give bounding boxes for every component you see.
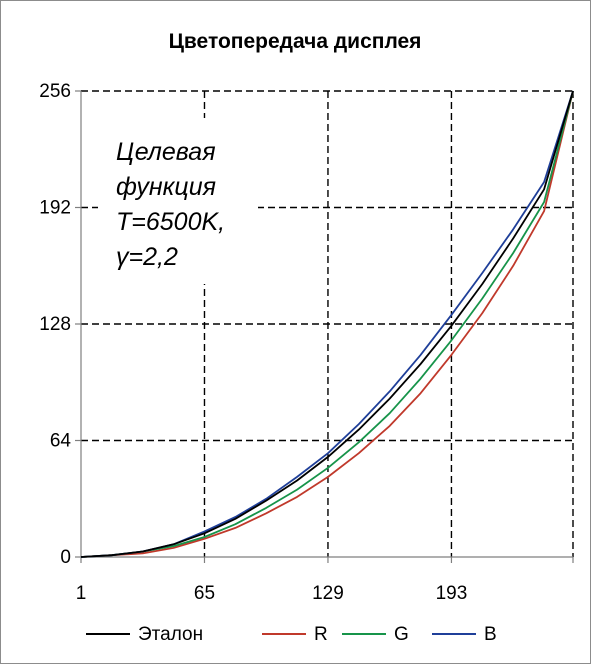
y-tick-label-128: 128 [39, 314, 71, 335]
annotation-line-3: T=6500K, [116, 208, 225, 236]
series-line-0 [80, 90, 574, 558]
legend: Эталон R G B [86, 624, 497, 645]
x-tick-label-129: 129 [312, 583, 344, 604]
series-lines [80, 90, 574, 558]
legend-label-3: B [484, 624, 497, 645]
legend-label-1: R [314, 624, 328, 645]
y-tick-label-192: 192 [39, 198, 71, 219]
y-tick-label-0: 0 [60, 547, 71, 568]
y-tick-label-64: 64 [50, 431, 72, 452]
legend-label-2: G [394, 624, 409, 645]
annotation-line-4: γ=2,2 [116, 243, 178, 271]
annotation-line-1: Целевая [116, 138, 216, 166]
axes [75, 90, 574, 563]
chart-title: Цветопередача дисплея [169, 30, 422, 53]
x-tick-label-1: 1 [76, 583, 87, 604]
series-line-2 [80, 90, 574, 558]
annotation-background [98, 118, 258, 284]
annotation-line-2: функция [116, 173, 216, 201]
legend-label-0: Эталон [138, 624, 203, 645]
x-tick-label-193: 193 [436, 583, 468, 604]
series-line-1 [80, 90, 574, 558]
x-tick-label-65: 65 [194, 583, 215, 604]
tick-labels: 0 64 128 192 256 1 65 129 193 [39, 81, 467, 604]
y-tick-label-256: 256 [39, 81, 71, 102]
